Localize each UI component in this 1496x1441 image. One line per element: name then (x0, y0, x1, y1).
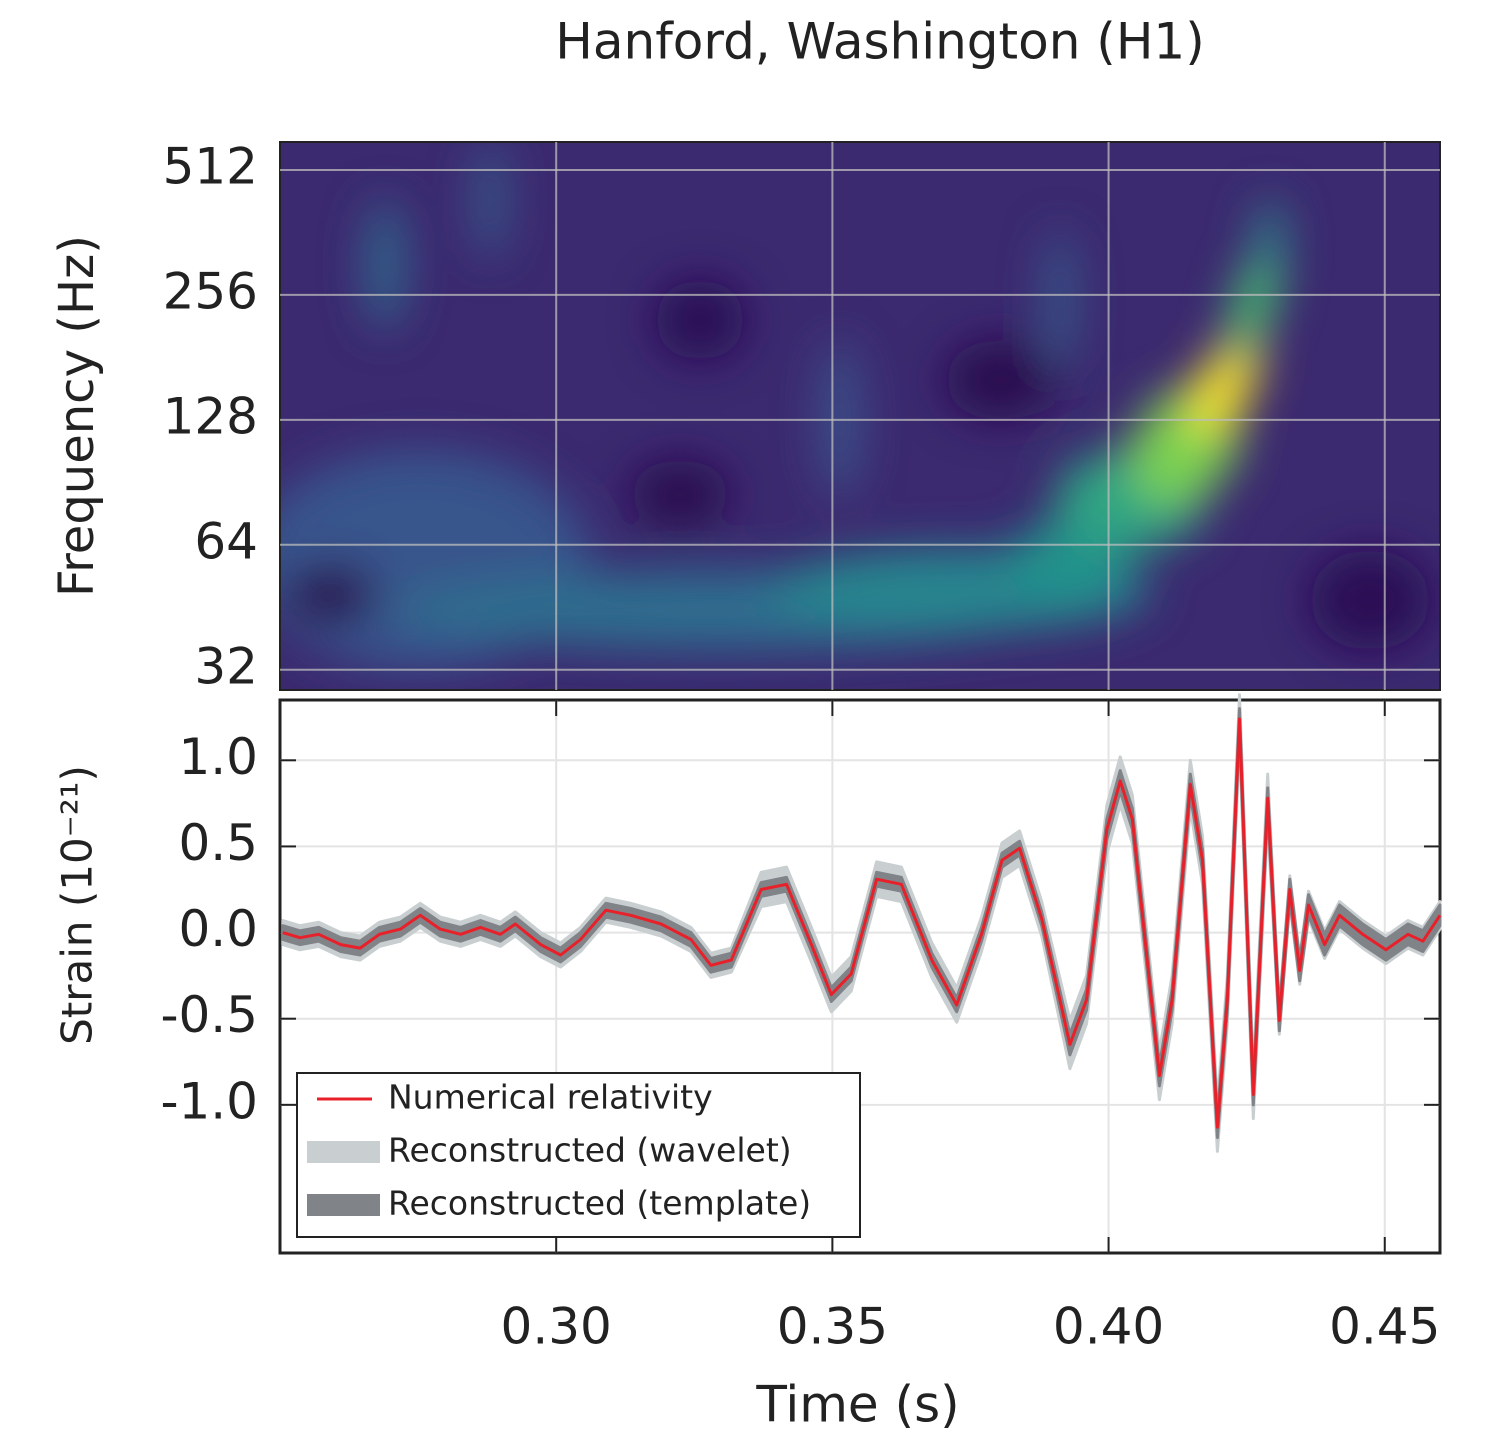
legend-label: Reconstructed (template) (388, 1184, 811, 1223)
strain-line (282, 717, 1442, 1129)
strain-frame (278, 698, 1442, 1255)
x-tick-label: 0.30 (501, 1298, 612, 1356)
y-tick-label: 0.0 (178, 900, 258, 958)
strain-band (281, 693, 1442, 1153)
y-tick-label: 128 (163, 387, 258, 445)
legend-label: Reconstructed (wavelet) (388, 1131, 792, 1170)
chart-title: Hanford, Washington (H1) (555, 13, 1204, 71)
legend-label: Numerical relativity (388, 1078, 713, 1117)
y-tick-label: 32 (194, 637, 258, 695)
x-tick-label: 0.40 (1053, 1298, 1164, 1356)
y-tick-label: 0.5 (178, 814, 258, 872)
x-axis-label: Time (s) (755, 1376, 959, 1434)
legend-swatch (307, 1141, 380, 1163)
y-axis-label: Strain (10⁻²¹) (53, 765, 102, 1045)
legend-swatch (307, 1194, 380, 1216)
y-tick-label: 512 (163, 137, 258, 195)
y-tick-label: 64 (194, 512, 258, 570)
spectrogram-image (280, 142, 1440, 690)
y-tick-label: -1.0 (160, 1072, 258, 1130)
x-tick-label: 0.35 (777, 1298, 888, 1356)
spectrogram-frame (279, 141, 1441, 691)
y-axis-label: Frequency (Hz) (49, 235, 105, 597)
y-tick-label: 1.0 (178, 728, 258, 786)
y-tick-label: 256 (163, 262, 258, 320)
x-tick-label: 0.45 (1329, 1298, 1440, 1356)
legend-box (296, 1072, 861, 1238)
y-tick-label: -0.5 (160, 986, 258, 1044)
